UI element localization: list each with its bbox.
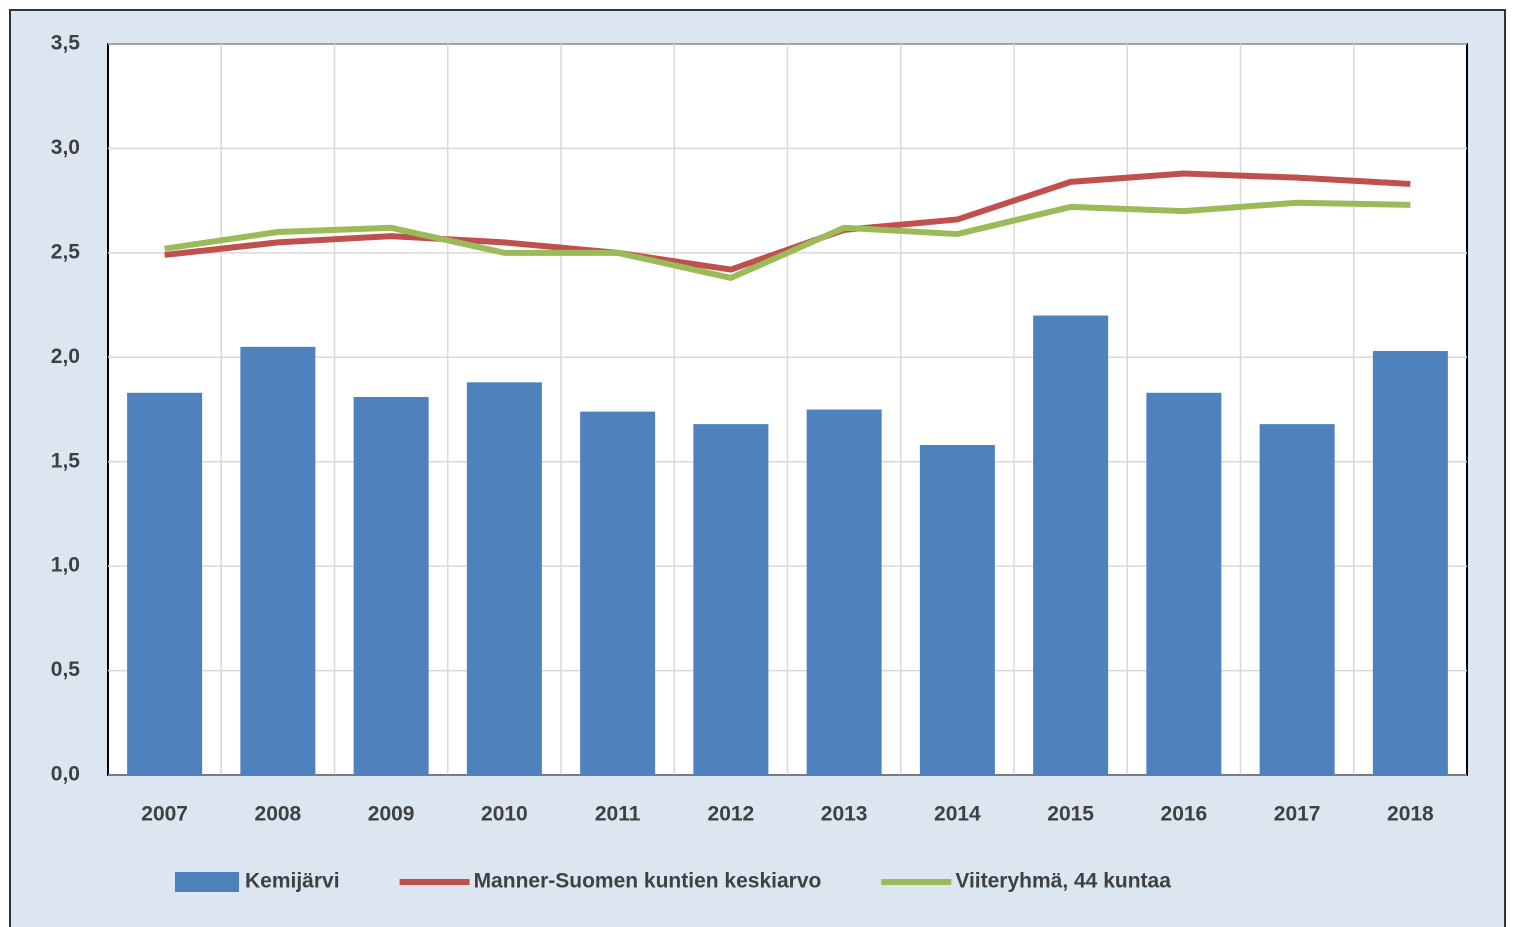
y-tick-label: 0,0 xyxy=(51,763,80,786)
legend-label: Kemijärvi xyxy=(245,870,340,893)
x-tick-label: 2010 xyxy=(481,803,528,826)
bar xyxy=(1033,315,1109,775)
bar xyxy=(1372,351,1448,775)
y-tick-label: 0,5 xyxy=(51,658,81,681)
x-tick-label: 2011 xyxy=(595,803,641,826)
legend-swatch xyxy=(175,872,239,892)
y-tick-label: 3,0 xyxy=(51,136,80,159)
x-tick-label: 2014 xyxy=(934,803,981,826)
bar xyxy=(240,346,316,775)
bar xyxy=(806,409,882,775)
bar xyxy=(919,445,995,775)
line xyxy=(164,199,1411,281)
x-tick-label: 2018 xyxy=(1387,803,1434,826)
y-tick-label: 2,0 xyxy=(51,345,80,368)
x-tick-label: 2015 xyxy=(1047,803,1094,826)
bar xyxy=(127,392,203,775)
x-tick-label: 2008 xyxy=(255,803,302,826)
y-tick-label: 1,0 xyxy=(51,554,80,577)
bar xyxy=(693,424,769,775)
x-tick-label: 2012 xyxy=(708,803,755,826)
legend-label: Viiteryhmä, 44 kuntaa xyxy=(955,870,1171,893)
bar xyxy=(1259,424,1335,775)
bar xyxy=(1146,392,1222,775)
x-tick-label: 2007 xyxy=(141,803,188,826)
x-tick-label: 2009 xyxy=(368,803,415,826)
y-tick-label: 2,5 xyxy=(51,240,81,263)
legend-label: Manner-Suomen kuntien keskiarvo xyxy=(474,870,822,893)
bar xyxy=(466,382,542,775)
x-tick-label: 2017 xyxy=(1274,803,1321,826)
x-tick-label: 2013 xyxy=(821,803,868,826)
bar xyxy=(353,396,429,775)
bar xyxy=(580,411,656,775)
y-tick-label: 3,5 xyxy=(51,32,81,55)
y-tick-label: 1,5 xyxy=(51,449,81,472)
x-tick-label: 2016 xyxy=(1161,803,1208,826)
